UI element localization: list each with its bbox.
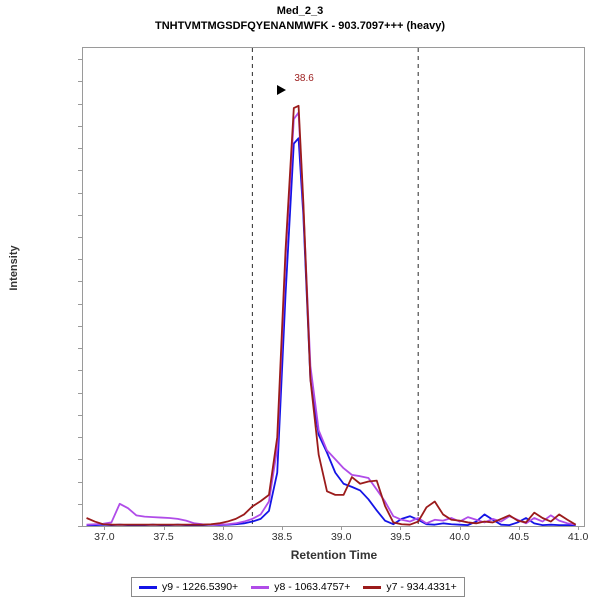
y-tick-mark bbox=[78, 414, 82, 416]
x-tick-mark bbox=[281, 526, 283, 530]
legend-item-2[interactable]: y7 - 934.4331+ bbox=[363, 581, 457, 593]
trace-1[interactable] bbox=[86, 111, 576, 526]
trace-2[interactable] bbox=[86, 104, 577, 526]
y-tick-mark bbox=[78, 236, 82, 238]
x-tick-mark bbox=[163, 526, 165, 530]
y-tick-mark bbox=[78, 103, 82, 105]
x-tick-mark bbox=[459, 526, 461, 530]
peak-apex-label: 38.6 bbox=[294, 73, 314, 85]
chart-title-block: Med_2_3 TNHTVMTMGSDFQYENANMWFK - 903.709… bbox=[0, 4, 600, 34]
y-tick-mark bbox=[78, 59, 82, 61]
x-tick-mark bbox=[222, 526, 224, 530]
y-tick-mark bbox=[78, 170, 82, 172]
x-tick-mark bbox=[341, 526, 343, 530]
legend-color-swatch bbox=[363, 585, 382, 589]
y-tick-mark bbox=[78, 459, 82, 461]
trace-0[interactable] bbox=[86, 137, 576, 526]
x-tick-label: 40.5 bbox=[508, 531, 530, 543]
legend-item-label: y8 - 1063.4757+ bbox=[274, 581, 351, 593]
y-tick-mark bbox=[78, 125, 82, 127]
x-tick-label: 40.0 bbox=[449, 531, 470, 543]
peptide-label: TNHTVMTMGSDFQYENANMWFK - 903.7097+++ (he… bbox=[154, 20, 446, 32]
sample-name: Med_2_3 bbox=[276, 5, 324, 17]
y-tick-mark bbox=[78, 392, 82, 394]
y-tick-mark bbox=[78, 81, 82, 83]
x-tick-mark bbox=[400, 526, 402, 530]
y-tick-mark bbox=[78, 303, 82, 305]
legend-item-label: y9 - 1226.5390+ bbox=[162, 581, 239, 593]
y-tick-mark bbox=[78, 370, 82, 372]
x-tick-mark bbox=[518, 526, 520, 530]
legend-item-1[interactable]: y8 - 1063.4757+ bbox=[251, 581, 350, 593]
y-tick-mark bbox=[78, 148, 82, 150]
y-tick-mark bbox=[78, 259, 82, 261]
x-tick-label: 37.0 bbox=[94, 531, 115, 543]
legend-item-label: y7 - 934.4331+ bbox=[386, 581, 457, 593]
plot-area[interactable] bbox=[82, 47, 585, 527]
legend-item-0[interactable]: y9 - 1226.5390+ bbox=[139, 581, 238, 593]
x-tick-label: 37.5 bbox=[153, 531, 174, 543]
y-tick-mark bbox=[78, 281, 82, 283]
y-tick-mark bbox=[78, 214, 82, 216]
y-axis-label: Intensity bbox=[8, 245, 20, 291]
legend-color-swatch bbox=[251, 585, 270, 589]
chromatogram-traces bbox=[86, 48, 577, 526]
y-tick-mark bbox=[78, 481, 82, 483]
y-tick-mark bbox=[78, 526, 82, 527]
x-tick-label: 39.0 bbox=[330, 531, 352, 543]
x-tick-mark bbox=[578, 526, 580, 530]
peak-apex-arrow-icon bbox=[277, 85, 287, 96]
y-tick-mark bbox=[78, 437, 82, 439]
legend[interactable]: y9 - 1226.5390+ y8 - 1063.4757+ y7 - 934.4… bbox=[131, 577, 465, 597]
x-axis-label: Retention Time bbox=[290, 548, 378, 562]
x-tick-mark bbox=[104, 526, 106, 530]
x-tick-label: 39.5 bbox=[390, 531, 411, 543]
x-tick-label: 38.0 bbox=[212, 531, 233, 543]
y-tick-mark bbox=[78, 325, 82, 327]
x-tick-label: 41.0 bbox=[567, 531, 589, 543]
y-tick-mark bbox=[78, 348, 82, 350]
y-tick-mark bbox=[78, 192, 82, 194]
x-tick-label: 38.5 bbox=[271, 531, 293, 543]
legend-color-swatch bbox=[139, 585, 157, 589]
y-tick-mark bbox=[78, 503, 82, 505]
